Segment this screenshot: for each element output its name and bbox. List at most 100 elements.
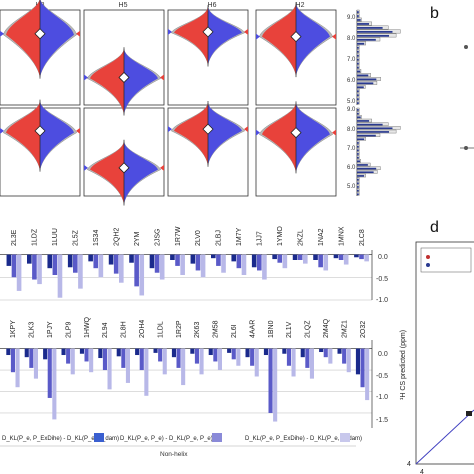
bar-category-label: 1R7W xyxy=(175,226,182,246)
bar-mark xyxy=(200,254,206,278)
histogram-bar-blue xyxy=(357,42,365,45)
bar-mark xyxy=(70,348,75,375)
bar-mark xyxy=(27,254,32,264)
bar-mark xyxy=(29,348,34,368)
legend-item-1-label: D_KL(P_e, P_ExDihe) - D_KL(P_e, P_dam) xyxy=(2,436,119,442)
histogram-bar-blue xyxy=(357,145,359,148)
bar-mark xyxy=(236,348,241,366)
bar-mark xyxy=(257,254,262,271)
histogram-bar-blue xyxy=(357,74,369,77)
histogram-bar-blue xyxy=(357,142,359,144)
violin-shape-right xyxy=(296,103,330,172)
histogram-bar-blue xyxy=(357,156,359,159)
histogram-bar-blue xyxy=(357,182,359,185)
bar-mark xyxy=(11,254,17,278)
bar-category-label: 2L5Z xyxy=(73,229,80,246)
violin-edge-arrow xyxy=(84,74,88,81)
scatter-legend-marker xyxy=(426,263,430,267)
histogram-bar-blue xyxy=(357,186,359,188)
histogram-bar-blue xyxy=(357,46,359,49)
bar-mark xyxy=(139,254,145,296)
violin-edge-arrow xyxy=(256,33,260,40)
bar-mark xyxy=(292,254,298,260)
bar-mark xyxy=(286,348,291,366)
bar-mark xyxy=(52,348,57,420)
bar-mark xyxy=(93,254,99,269)
bar-mark xyxy=(37,254,42,285)
bar-category-label: 2YM xyxy=(134,231,141,246)
bar-mark xyxy=(231,254,237,262)
bar-mark xyxy=(181,348,186,386)
bar-mark xyxy=(98,254,104,278)
legend-item-2-swatch xyxy=(212,433,222,442)
bar-mark xyxy=(121,348,126,368)
violin-marker xyxy=(202,26,214,38)
bar-category-label: 1PJY xyxy=(47,321,54,338)
bar-category-label: 2L8H xyxy=(121,321,128,338)
violin-ytick: 9.0 xyxy=(347,107,356,113)
bar-ytick-top: -0.5 xyxy=(376,276,388,283)
bar-mark xyxy=(10,348,15,373)
bar-mark xyxy=(211,254,216,259)
violin-edge-arrow xyxy=(76,127,80,134)
bar-mark xyxy=(360,348,365,388)
violin-edge-arrow xyxy=(256,129,260,136)
violin-edge-arrow xyxy=(332,33,336,40)
bar-category-label: 1JJ7 xyxy=(257,231,264,246)
bar-mark xyxy=(162,348,167,375)
bar-category-label: 2MZ1 xyxy=(341,320,348,338)
histogram-bar-blue xyxy=(357,50,359,53)
violin-ytick: 6.0 xyxy=(347,78,356,84)
violin-marker xyxy=(34,28,46,40)
legend-item-1-swatch xyxy=(94,433,104,442)
histogram-bar-blue xyxy=(357,30,393,33)
bar-mark xyxy=(343,254,349,265)
bar-mark xyxy=(328,348,333,364)
histogram-bar-blue xyxy=(357,131,390,133)
violin-shape-right xyxy=(124,141,158,204)
bar-mark xyxy=(365,348,370,401)
bar-mark xyxy=(119,254,124,283)
violin-y-axis: 9.0 8.0 7.0 6.0 5.0 9.0 8.0 7.0 6.0 5.0 xyxy=(347,15,356,190)
bar-category-label: 1NA2 xyxy=(318,228,325,246)
bar-category-label: 2L3E xyxy=(11,229,18,246)
histogram-bar-blue xyxy=(357,193,359,196)
bar-mark xyxy=(213,348,218,362)
bar-category-label: 2QH2 xyxy=(113,228,120,246)
bar-category-label: 1R2P xyxy=(176,320,183,338)
histogram-bar-blue xyxy=(357,178,359,181)
violin-edge-arrow xyxy=(168,126,172,133)
bar-mark xyxy=(337,348,342,354)
bar-mark xyxy=(236,254,242,269)
bar-category-label: 2L94 xyxy=(102,322,109,338)
bar-ytick-bottom: -0.5 xyxy=(376,373,388,380)
bar-mark xyxy=(190,254,196,264)
violin-marker xyxy=(34,125,46,137)
bar-category-label: 2O32 xyxy=(360,321,367,338)
legend-item-3-label: D_KL(P_e, P_ExDihe) - D_KL(P_e, P_dam) xyxy=(245,436,362,442)
bar-mark xyxy=(43,348,48,360)
bar-mark xyxy=(67,254,73,268)
violin-edge-arrow xyxy=(244,126,248,133)
bar-category-label: 2L1V xyxy=(286,321,293,338)
violin-column-title: H6 xyxy=(208,2,217,9)
bar-category-label: 1LDZ xyxy=(32,228,39,246)
violin-panel: H8 H5 H6 H2 9.0 8.0 7.0 6.0 5.0 9.0 8.0 … xyxy=(0,0,401,206)
bar-mark xyxy=(305,348,310,368)
bar-category-label: 1S34 xyxy=(93,230,100,246)
bar-mark xyxy=(6,348,11,356)
histogram-bar-blue xyxy=(357,62,359,65)
violin-shape-right xyxy=(208,7,242,65)
histogram-bar-blue xyxy=(357,70,361,73)
bar-mark xyxy=(47,348,52,398)
violin-edge-arrow xyxy=(160,164,164,171)
bar-category-label: 2OH4 xyxy=(139,320,146,338)
bar-mark xyxy=(84,348,89,362)
histogram-bar-blue xyxy=(357,78,377,81)
histogram-bar-blue xyxy=(357,86,364,89)
violin-shape-left xyxy=(262,103,296,172)
bar-mark xyxy=(175,254,180,266)
bar-mark xyxy=(309,348,314,379)
bar-chart-bottom: 1KPY 2LK3 1PJY 2LP9 1HWQ 2L94 2L8H 2OH4 1LDL 1R2P… xyxy=(0,316,373,428)
